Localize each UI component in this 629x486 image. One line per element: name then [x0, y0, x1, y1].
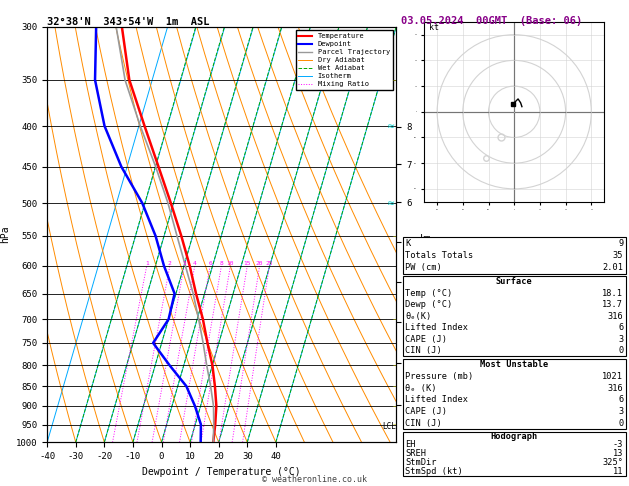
Legend: Temperature, Dewpoint, Parcel Trajectory, Dry Adiabat, Wet Adiabat, Isotherm, Mi: Temperature, Dewpoint, Parcel Trajectory… — [296, 30, 392, 90]
Text: 1: 1 — [145, 261, 148, 266]
Text: StmDir: StmDir — [405, 458, 437, 468]
Text: 2.01: 2.01 — [603, 263, 623, 272]
Text: 6: 6 — [208, 261, 212, 266]
Text: Lifted Index: Lifted Index — [405, 323, 468, 332]
Text: © weatheronline.co.uk: © weatheronline.co.uk — [262, 474, 367, 484]
Text: 6: 6 — [618, 323, 623, 332]
Text: Dewp (°C): Dewp (°C) — [405, 300, 452, 309]
Text: 35: 35 — [613, 251, 623, 260]
Text: K: K — [405, 239, 410, 248]
Text: –: – — [392, 421, 396, 428]
Text: CIN (J): CIN (J) — [405, 419, 442, 428]
Y-axis label: km
ASL: km ASL — [416, 235, 434, 256]
Text: Totals Totals: Totals Totals — [405, 251, 474, 260]
Text: ≈: ≈ — [387, 121, 395, 131]
Text: –: – — [392, 233, 396, 239]
Text: 03.05.2024  00GMT  (Base: 06): 03.05.2024 00GMT (Base: 06) — [401, 16, 582, 26]
Text: Pressure (mb): Pressure (mb) — [405, 372, 474, 381]
Text: PW (cm): PW (cm) — [405, 263, 442, 272]
Text: Surface: Surface — [496, 278, 533, 286]
Text: 3: 3 — [618, 407, 623, 416]
Text: –: – — [392, 316, 396, 322]
Text: Most Unstable: Most Unstable — [480, 360, 548, 369]
Text: Hodograph: Hodograph — [491, 432, 538, 440]
Text: 1021: 1021 — [603, 372, 623, 381]
Text: 325°: 325° — [603, 458, 623, 468]
Text: 316: 316 — [608, 383, 623, 393]
Text: 4: 4 — [193, 261, 197, 266]
Text: –: – — [392, 362, 396, 368]
Text: 20: 20 — [256, 261, 264, 266]
Y-axis label: hPa: hPa — [1, 226, 11, 243]
Text: 25: 25 — [265, 261, 273, 266]
Text: –: – — [392, 383, 396, 389]
Text: ≈: ≈ — [387, 198, 395, 208]
Text: 6: 6 — [618, 395, 623, 404]
Text: 8: 8 — [220, 261, 223, 266]
Text: 3: 3 — [182, 261, 186, 266]
Text: 10: 10 — [226, 261, 234, 266]
X-axis label: Dewpoint / Temperature (°C): Dewpoint / Temperature (°C) — [142, 467, 301, 477]
Text: 32°38'N  343°54'W  1m  ASL: 32°38'N 343°54'W 1m ASL — [47, 17, 209, 27]
Text: –: – — [392, 403, 396, 409]
Text: θₑ (K): θₑ (K) — [405, 383, 437, 393]
Text: 3: 3 — [618, 334, 623, 344]
Text: 0: 0 — [618, 419, 623, 428]
Text: 2: 2 — [168, 261, 172, 266]
Text: 15: 15 — [243, 261, 251, 266]
Text: 18.1: 18.1 — [603, 289, 623, 298]
Text: 11: 11 — [613, 468, 623, 476]
Text: LCL: LCL — [382, 422, 396, 431]
Text: 9: 9 — [618, 239, 623, 248]
Text: CIN (J): CIN (J) — [405, 346, 442, 355]
Text: 13.7: 13.7 — [603, 300, 623, 309]
Text: CAPE (J): CAPE (J) — [405, 334, 447, 344]
Text: θₑ(K): θₑ(K) — [405, 312, 431, 321]
Text: CAPE (J): CAPE (J) — [405, 407, 447, 416]
Text: -3: -3 — [613, 440, 623, 450]
Text: SREH: SREH — [405, 450, 426, 458]
Text: Lifted Index: Lifted Index — [405, 395, 468, 404]
Text: kt: kt — [430, 22, 440, 32]
Text: Temp (°C): Temp (°C) — [405, 289, 452, 298]
Text: EH: EH — [405, 440, 416, 450]
Text: 13: 13 — [613, 450, 623, 458]
Text: 316: 316 — [608, 312, 623, 321]
Text: StmSpd (kt): StmSpd (kt) — [405, 468, 463, 476]
Text: –: – — [392, 77, 396, 83]
Text: 0: 0 — [618, 346, 623, 355]
